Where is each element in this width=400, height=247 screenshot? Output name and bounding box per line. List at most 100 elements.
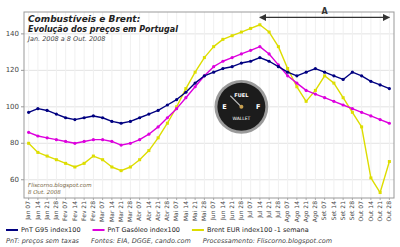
x-tick-label: Jan 28 [52, 201, 60, 221]
series-line [29, 25, 390, 193]
point [323, 71, 326, 74]
point [138, 116, 141, 119]
point [129, 142, 132, 145]
point [120, 144, 123, 147]
point [314, 67, 317, 70]
x-grid-line [139, 12, 140, 198]
x-tick-label: Ago 28 [311, 201, 319, 222]
point [166, 103, 169, 106]
x-tick-label: Out 07 [357, 201, 364, 222]
point [36, 134, 39, 137]
point [64, 116, 67, 119]
point [147, 149, 150, 152]
point [240, 61, 243, 64]
y-tick-label: 60 [10, 176, 19, 184]
gauge-cap [239, 105, 243, 109]
point [388, 122, 391, 125]
x-tick-label: Mai 28 [200, 201, 207, 221]
x-grid-line [158, 12, 159, 198]
y-tick-label: 100 [6, 103, 19, 111]
point [175, 98, 178, 101]
point [332, 100, 335, 103]
x-tick-label: Out 14 [367, 201, 374, 222]
point [64, 140, 67, 143]
x-tick-label: Mai 07 [172, 201, 179, 221]
x-tick-label: Fev 14 [71, 201, 78, 221]
point [231, 56, 234, 59]
point [73, 118, 76, 121]
point [268, 31, 271, 34]
legend-swatch [93, 229, 105, 231]
x-tick-label: Out 21 [376, 201, 383, 222]
x-grid-line [296, 12, 297, 198]
point [101, 138, 104, 141]
point [342, 96, 345, 99]
x-tick-label: Jan 07 [24, 201, 32, 221]
point [46, 155, 49, 158]
note: Fontes: EIA, DGGE, cando.com [91, 237, 191, 245]
point [203, 56, 206, 59]
point [295, 85, 298, 88]
point [138, 158, 141, 161]
y-tick-label: 140 [6, 30, 19, 38]
annotation: A [322, 7, 329, 16]
x-tick-label: Abr 07 [135, 201, 142, 221]
point [286, 74, 289, 77]
watermark: Fliscorno.blogspot.com [28, 182, 92, 189]
point [249, 60, 252, 63]
x-grid-line [389, 12, 390, 198]
x-tick-label: Ago 07 [283, 201, 291, 222]
point [46, 136, 49, 139]
point [175, 107, 178, 110]
legend-label: Brent EUR index100 -1 semana [207, 226, 309, 234]
point [305, 71, 308, 74]
point [249, 27, 252, 30]
point [101, 158, 104, 161]
point [27, 131, 30, 134]
point [194, 85, 197, 88]
y-grid-line [24, 179, 394, 180]
point [64, 162, 67, 165]
gauge-face [217, 83, 265, 131]
point [342, 78, 345, 81]
point [295, 74, 298, 77]
x-tick-label: Fev 28 [89, 201, 96, 221]
point [36, 107, 39, 110]
point [249, 49, 252, 52]
x-tick-label: Mar 21 [117, 201, 124, 222]
x-grid-line [121, 12, 122, 198]
gauge-label: E [222, 103, 226, 111]
title: Evolução dos preços em Portugal [28, 25, 178, 34]
x-grid-line [352, 12, 353, 198]
point [379, 191, 382, 194]
point [212, 65, 215, 68]
point [73, 166, 76, 169]
point [221, 38, 224, 41]
point [351, 71, 354, 74]
x-grid-line [287, 12, 288, 198]
legend-swatch [192, 229, 204, 231]
point [83, 162, 86, 165]
point [305, 89, 308, 92]
x-tick-label: Set 07 [320, 201, 327, 221]
legend: PnT G95 index100PnT Gasóleo index100Bren… [6, 226, 309, 234]
x-tick-label: Mai 21 [191, 201, 198, 221]
point [184, 91, 187, 94]
point [101, 116, 104, 119]
y-tick-label: 80 [10, 139, 19, 147]
point [268, 52, 271, 55]
plot-background [24, 12, 394, 198]
x-tick-label: Jul 21 [265, 201, 273, 219]
series-group [27, 23, 391, 194]
point [295, 82, 298, 85]
watermark: 8 Out. 2008 [28, 189, 61, 195]
point [55, 158, 58, 161]
x-grid-line [130, 12, 131, 198]
series [27, 45, 391, 147]
point [157, 125, 160, 128]
x-tick-label: Jun 28 [237, 201, 245, 221]
point [27, 111, 30, 114]
x-tick-label: Abr 21 [154, 201, 161, 221]
x-grid-line [370, 12, 371, 198]
point [332, 82, 335, 85]
